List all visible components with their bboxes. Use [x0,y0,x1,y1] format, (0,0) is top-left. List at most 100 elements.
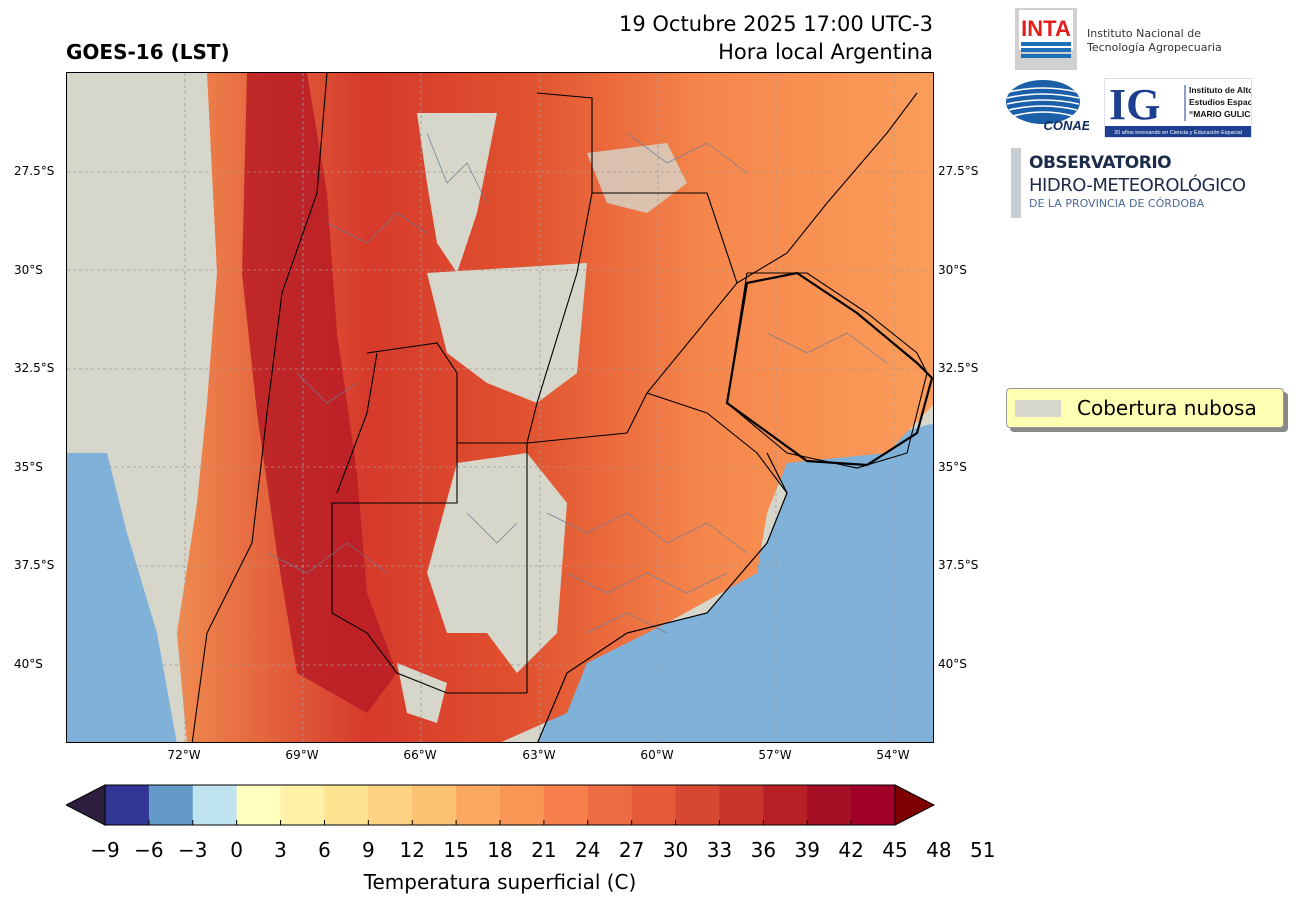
colorbar-tick-label: −6 [134,838,164,862]
conae-mark: CONAE [1044,118,1089,133]
colorbar-segment [807,785,852,825]
lat-tick-left: 30°S [14,263,43,277]
lon-tick: 66°W [403,748,437,762]
colorbar-tick-label: 15 [443,838,469,862]
colorbar-tick-label: 30 [662,838,689,862]
colorbar-tick-label: −3 [178,838,208,862]
local-time-label: Hora local Argentina [718,40,933,64]
cloud-north [417,113,497,273]
observatorio-line3: DE LA PROVINCIA DE CÓRDOBA [1029,197,1205,210]
lat-tick-left: 27.5°S [14,164,55,178]
colorbar-tick-label: 36 [750,838,777,862]
inta-name-line2: Tecnología Agropecuaria [1087,41,1222,54]
inta-logo-text: Instituto Nacional de Tecnología Agropec… [1087,27,1222,55]
ig-tagline: 20 años innovando en Ciencia y Educación… [1114,130,1242,136]
colorbar-tick-label: 18 [487,838,513,862]
cloud-legend-label: Cobertura nubosa [1077,396,1257,420]
observatorio-line2: HIDRO-METEOROLÓGICO [1029,175,1246,196]
colorbar-tick-label: 27 [618,838,645,862]
conae-logo: CONAE [1005,78,1091,134]
lon-tick: 60°W [640,748,674,762]
colorbar-segment [192,785,238,825]
inta-mark: INTA [1021,16,1071,41]
colorbar-segment [368,785,413,825]
colorbar-segment [500,785,545,825]
lon-tick: 72°W [167,748,201,762]
colorbar-tick-label: 48 [926,838,952,862]
lon-tick: 63°W [522,748,556,762]
colorbar-segment [236,785,282,825]
ig-logo: IG Instituto de Altos Estudios Espaciale… [1104,78,1271,138]
lat-tick-right: 32.5°S [938,361,979,375]
colorbar-segment [148,785,194,825]
ig-line1: Instituto de Altos [1189,85,1251,95]
lat-tick-right: 37.5°S [938,558,979,572]
cloud-pampa [427,453,567,673]
lon-tick: 69°W [285,748,319,762]
lat-tick-right: 27.5°S [938,164,979,178]
observatorio-line1: OBSERVATORIO [1029,153,1172,173]
colorbar-tick-label: 42 [838,838,864,862]
colorbar-segment [631,785,677,825]
colorbar-over-arrow [894,784,936,826]
cloud-chaco [587,143,687,213]
date-time: 19 Octubre 2025 17:00 UTC-3 [619,12,933,36]
inta-name-line1: Instituto Nacional de [1087,27,1201,40]
colorbar-tick-label: 0 [230,838,244,862]
lat-tick-right: 30°S [938,263,967,277]
colorbar-segment [851,785,896,825]
colorbar-under-arrow [66,784,106,826]
lat-tick-left: 32.5°S [14,361,55,375]
colorbar-tick-label: 3 [274,838,287,862]
colorbar-tick-label: 21 [531,838,557,862]
pacific-ocean [67,453,177,742]
colorbar-segment [587,785,633,825]
colorbar-segment [719,785,764,825]
colorbar-segment [763,785,808,825]
colorbar-tick-label: −9 [90,838,120,862]
colorbar [66,784,936,826]
colorbar-segment [456,785,501,825]
lst-map [66,72,934,743]
colorbar-tick-label: 33 [706,838,733,862]
inta-logo: INTA [1015,8,1077,70]
colorbar-segment [324,785,369,825]
colorbar-segment [105,785,150,825]
cloud-legend: Cobertura nubosa [1006,388,1284,428]
colorbar-tick-label: 9 [361,838,375,862]
inta-logo-graphic: INTA [1019,10,1073,58]
lat-tick-left: 35°S [14,460,43,474]
uruguay-border [725,271,933,467]
colorbar-segment [675,785,720,825]
coastline [537,452,788,742]
cloud-legend-swatch [1015,400,1061,417]
lon-tick: 57°W [758,748,792,762]
colorbar-tick-label: 24 [575,838,601,862]
province-borders [191,73,928,742]
lat-tick-right: 40°S [938,657,967,671]
cloud-west [67,73,207,323]
colorbar-tick-label: 12 [399,838,425,862]
colorbar-tick-label: 39 [794,838,820,862]
map-title: GOES-16 (LST) [66,40,230,64]
land-temperature [177,73,933,742]
lon-tick: 54°W [876,748,910,762]
lat-tick-left: 37.5°S [14,558,55,572]
lat-tick-right: 35°S [938,460,967,474]
colorbar-segment [412,785,457,825]
colorbar-label: Temperatura superficial (C) [363,870,637,894]
ig-mark: IG [1109,80,1160,129]
ig-line3: “MARIO GULICH” [1189,109,1251,119]
colorbar-tick-label: 45 [882,838,908,862]
cloud-central [427,263,587,403]
colorbar-tick-label: 51 [970,838,996,862]
graticule [67,73,933,742]
ig-line2: Estudios Espaciales [1189,97,1251,107]
colorbar-segment [543,785,589,825]
lat-tick-left: 40°S [14,657,43,671]
colorbar-segment [280,785,325,825]
hot-core [242,73,397,713]
colorbar-tick-label: 6 [318,838,331,862]
department-borders [266,132,888,634]
observatorio-bar [1011,148,1021,218]
